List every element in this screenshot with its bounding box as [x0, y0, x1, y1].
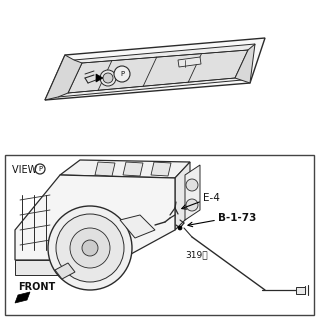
Bar [5, 155, 314, 315]
Text: B-1-73: B-1-73 [218, 213, 256, 223]
Polygon shape [120, 215, 155, 238]
Polygon shape [235, 44, 255, 83]
Polygon shape [178, 57, 201, 67]
Polygon shape [15, 175, 175, 260]
Polygon shape [55, 263, 75, 279]
Polygon shape [151, 162, 171, 176]
Polygon shape [123, 162, 143, 176]
Circle shape [178, 226, 182, 230]
Text: P: P [120, 71, 124, 77]
Circle shape [100, 70, 116, 86]
Circle shape [114, 66, 130, 82]
Polygon shape [185, 165, 200, 220]
Polygon shape [15, 260, 120, 275]
Text: FRONT: FRONT [18, 282, 55, 292]
Polygon shape [60, 160, 190, 178]
Polygon shape [68, 50, 248, 93]
Circle shape [56, 214, 124, 282]
Text: 319Ⓑ: 319Ⓑ [185, 251, 208, 260]
Text: P: P [38, 166, 42, 172]
Polygon shape [15, 292, 30, 303]
Polygon shape [58, 44, 255, 97]
Circle shape [82, 240, 98, 256]
Polygon shape [96, 74, 103, 82]
Polygon shape [45, 55, 82, 100]
Circle shape [186, 179, 198, 191]
Circle shape [48, 206, 132, 290]
Circle shape [186, 199, 198, 211]
Circle shape [103, 73, 113, 83]
Text: E-4: E-4 [203, 193, 220, 203]
Bar [296, 287, 305, 294]
Circle shape [70, 228, 110, 268]
Polygon shape [95, 162, 115, 176]
Text: VIEW: VIEW [12, 165, 41, 175]
Polygon shape [45, 38, 265, 100]
Polygon shape [175, 162, 190, 230]
